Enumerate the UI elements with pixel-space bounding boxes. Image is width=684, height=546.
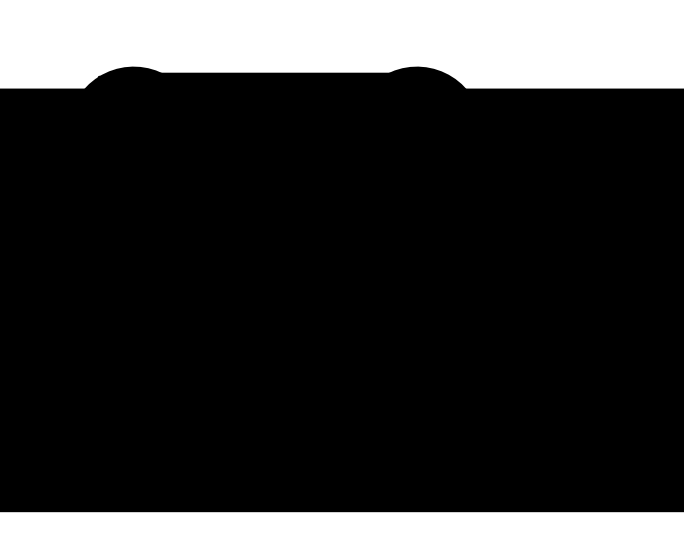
Text: O: O — [203, 97, 219, 115]
Text: Allyl carbocation resonance forms: Allyl carbocation resonance forms — [110, 347, 383, 361]
Text: Acetate ion resonance forms: Acetate ion resonance forms — [131, 218, 362, 233]
Text: −: − — [252, 158, 261, 168]
Text: O: O — [534, 97, 550, 115]
Text: (NOT in equilibrium): (NOT in equilibrium) — [179, 419, 333, 434]
Text: are resonance isomers: are resonance isomers — [169, 405, 343, 420]
Text: C: C — [335, 134, 347, 152]
Text: denotes that two molecules: denotes that two molecules — [149, 391, 363, 406]
Text: Resonance hybrid: Resonance hybrid — [438, 347, 582, 361]
Text: +: + — [505, 299, 515, 309]
Text: O: O — [345, 97, 360, 115]
Text: −: − — [555, 98, 564, 108]
Text: O: O — [374, 161, 389, 179]
Text: 3: 3 — [380, 283, 388, 296]
Text: H$_3$C: H$_3$C — [261, 134, 296, 154]
Text: *The "double-headed" arrow: *The "double-headed" arrow — [146, 377, 365, 393]
Text: C: C — [194, 134, 207, 152]
Text: C: C — [525, 134, 537, 152]
Text: 2: 2 — [506, 256, 514, 269]
Text: H$_3$C: H$_3$C — [120, 134, 155, 154]
Text: H$_3$C: H$_3$C — [451, 134, 486, 154]
Text: +: + — [131, 316, 140, 326]
Text: 2: 2 — [194, 256, 202, 269]
Text: O: O — [233, 161, 248, 179]
Text: Resonance hybrid: Resonance hybrid — [459, 218, 603, 233]
Text: 3: 3 — [553, 283, 561, 296]
Text: 1: 1 — [144, 283, 151, 296]
Text: 1: 1 — [460, 283, 468, 296]
Text: O: O — [564, 161, 579, 179]
Text: 2: 2 — [349, 256, 357, 269]
Text: 1: 1 — [318, 283, 326, 296]
Text: 3: 3 — [244, 283, 252, 296]
Text: +: + — [393, 316, 402, 326]
Text: −: − — [365, 93, 373, 103]
